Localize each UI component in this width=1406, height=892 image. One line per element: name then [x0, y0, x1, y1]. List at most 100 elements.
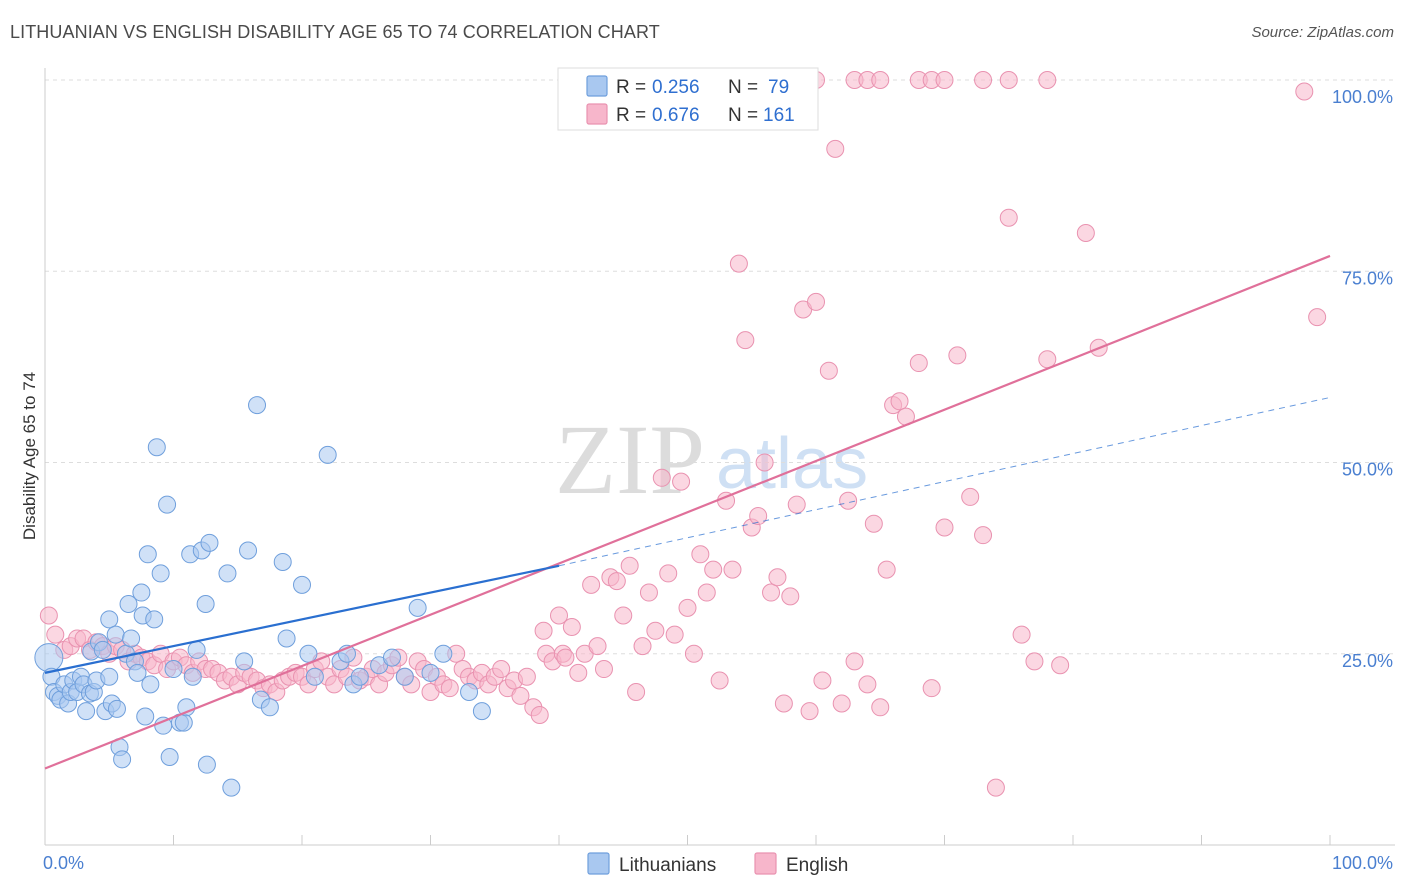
lithuanian-point — [197, 755, 216, 774]
legend-swatch-english — [586, 103, 608, 125]
lithuanian-point — [106, 625, 125, 644]
watermark-zip: ZIP — [555, 404, 705, 515]
english-point — [781, 587, 800, 606]
english-point — [665, 625, 684, 644]
english-point — [762, 583, 781, 602]
english-point — [534, 621, 553, 640]
english-point — [678, 598, 697, 617]
english-point — [646, 621, 665, 640]
lithuanian-point — [305, 667, 324, 686]
lithuanian-point — [93, 640, 112, 659]
english-point — [749, 507, 768, 526]
english-point — [909, 354, 928, 373]
english-point — [1295, 82, 1314, 101]
y-tick-label: 25.0% — [1342, 651, 1393, 671]
lithuanian-point — [136, 707, 155, 726]
lithuanian-point — [34, 643, 64, 673]
lithuanian-point — [248, 396, 267, 415]
lithuanian-point — [277, 629, 296, 648]
legend-r-value: 0.256 — [652, 77, 700, 98]
english-point — [826, 139, 845, 158]
english-point — [1308, 308, 1327, 327]
lithuanian-point — [273, 552, 292, 571]
legend-r-label: R = — [616, 77, 646, 98]
english-point — [729, 254, 748, 273]
legend-n-label: N = — [728, 105, 758, 126]
english-point — [672, 472, 691, 491]
y-tick-label: 100.0% — [1332, 87, 1393, 107]
english-point — [845, 652, 864, 671]
legend-r-value: 0.676 — [652, 105, 700, 126]
legend-n-label: N = — [728, 77, 758, 98]
legend-n-value: 79 — [768, 77, 789, 98]
y-tick-label: 50.0% — [1342, 460, 1393, 480]
english-point — [588, 637, 607, 656]
english-point — [819, 361, 838, 380]
lithuanian-points — [34, 396, 491, 797]
lithuanian-point — [187, 640, 206, 659]
english-point — [704, 560, 723, 579]
english-point — [813, 671, 832, 690]
lithuanian-point — [222, 778, 241, 797]
y-tick-labels: 25.0% 50.0% 75.0% 100.0% — [1332, 87, 1393, 671]
y-tick-label: 75.0% — [1342, 268, 1393, 288]
english-point — [961, 487, 980, 506]
x-tick-label: 0.0% — [43, 853, 84, 873]
english-point — [974, 526, 993, 545]
english-point — [627, 683, 646, 701]
english-point — [877, 560, 896, 579]
english-point — [710, 671, 729, 690]
lithuanian-point — [119, 595, 138, 614]
english-point — [864, 514, 883, 533]
english-point — [1051, 656, 1070, 675]
english-point — [948, 346, 967, 365]
english-point — [736, 331, 755, 350]
english-point — [550, 606, 568, 625]
english-point — [839, 491, 858, 510]
lithuanian-trend-line — [44, 564, 560, 674]
legend-swatch-lithuanians — [586, 75, 608, 97]
lithuanian-point — [408, 598, 427, 617]
english-point — [1012, 625, 1031, 644]
bottom-legend-label-english: English — [786, 855, 848, 876]
lithuanian-point — [141, 675, 160, 694]
english-point — [774, 694, 793, 713]
english-point — [858, 675, 877, 694]
english-point — [594, 660, 613, 679]
english-point — [530, 705, 549, 724]
english-point — [562, 617, 581, 636]
english-point — [807, 292, 825, 311]
english-point — [935, 71, 954, 89]
english-point — [871, 71, 890, 89]
english-point — [517, 667, 536, 686]
lithuanian-point — [147, 438, 166, 457]
trend-lines — [44, 254, 1331, 770]
chart-source: Source: ZipAtlas.com — [1251, 24, 1394, 41]
english-point — [652, 468, 671, 487]
english-trend-line — [44, 254, 1331, 770]
lithuanian-point — [100, 610, 119, 629]
lithuanian-point — [107, 699, 126, 718]
english-point — [800, 702, 819, 721]
bottom-legend-swatch-english — [754, 852, 777, 875]
lithuanian-point — [196, 595, 215, 614]
lithuanian-point — [122, 629, 141, 648]
english-point — [1038, 71, 1057, 89]
english-point — [684, 644, 703, 663]
lithuanian-point — [434, 644, 453, 663]
lithuanian-point — [160, 748, 179, 767]
lithuanian-point — [128, 663, 147, 682]
axes — [44, 68, 1395, 846]
lithuanian-point — [299, 644, 318, 663]
lithuanian-point — [235, 652, 254, 671]
english-point — [1025, 652, 1044, 671]
x-tick-label: 100.0% — [1332, 853, 1393, 873]
english-point — [999, 208, 1018, 227]
english-point — [440, 679, 459, 698]
english-point — [986, 778, 1005, 797]
english-point — [569, 663, 588, 682]
lithuanian-point — [138, 545, 157, 564]
bottom-legend-swatch-lithuanians — [587, 852, 610, 875]
lithuanian-point — [395, 667, 414, 686]
english-point — [607, 572, 626, 591]
